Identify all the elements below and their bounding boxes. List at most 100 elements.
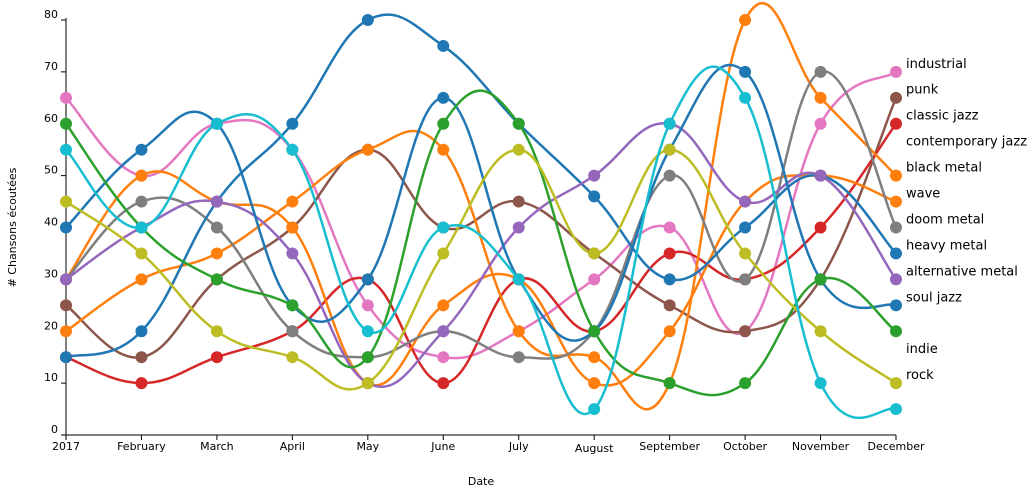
data-point xyxy=(210,273,223,286)
data-point xyxy=(437,91,450,104)
data-point xyxy=(739,65,752,78)
data-point xyxy=(210,325,223,338)
data-point xyxy=(890,325,902,338)
data-point xyxy=(512,143,525,156)
data-point xyxy=(814,117,827,130)
data-point xyxy=(135,221,148,234)
legend-label: heavy metal xyxy=(906,238,987,253)
data-point xyxy=(361,143,374,156)
series-line xyxy=(65,1,897,411)
x-tick-label: February xyxy=(117,440,166,453)
data-point xyxy=(663,117,676,130)
legend-label: alternative metal xyxy=(906,264,1018,279)
data-points xyxy=(60,14,902,416)
y-tick-label: 70 xyxy=(44,60,58,73)
data-point xyxy=(512,351,525,364)
data-point xyxy=(210,351,223,364)
data-point xyxy=(588,351,601,364)
x-tick-label: July xyxy=(508,440,529,453)
data-point xyxy=(663,377,676,390)
data-point xyxy=(814,91,827,104)
x-tick-label: June xyxy=(430,440,455,453)
data-point xyxy=(210,247,223,260)
data-point xyxy=(210,221,223,234)
data-point xyxy=(512,117,525,130)
data-point xyxy=(286,351,299,364)
y-ticks: 0 10 20 30 40 50 60 70 80 xyxy=(44,8,66,436)
y-tick-label: 60 xyxy=(44,112,58,125)
x-axis-title: Date xyxy=(468,475,495,488)
legend-label: punk xyxy=(906,83,939,98)
data-point xyxy=(286,221,299,234)
y-axis-title: # Chansons écoutées xyxy=(6,167,19,287)
data-point xyxy=(890,403,902,416)
data-point xyxy=(739,14,752,26)
y-tick-label: 30 xyxy=(44,267,58,280)
data-point xyxy=(60,117,72,130)
data-point xyxy=(135,195,148,208)
x-tick-label: 2017 xyxy=(52,440,80,453)
data-point xyxy=(437,351,450,364)
legend-label: classic jazz xyxy=(906,108,979,123)
data-point xyxy=(361,14,374,26)
x-tick-label: October xyxy=(723,440,767,453)
data-point xyxy=(286,143,299,156)
data-point xyxy=(890,169,902,182)
data-point xyxy=(286,247,299,260)
data-point xyxy=(135,247,148,260)
data-point xyxy=(60,273,72,286)
data-point xyxy=(814,221,827,234)
data-point xyxy=(890,91,902,104)
data-point xyxy=(512,221,525,234)
legend-label: soul jazz xyxy=(906,290,962,305)
data-point xyxy=(663,169,676,182)
data-point xyxy=(286,325,299,338)
series-lines xyxy=(64,1,898,420)
series-line xyxy=(64,89,897,397)
data-point xyxy=(210,195,223,208)
data-point xyxy=(437,377,450,390)
legend-label: rock xyxy=(906,368,934,383)
data-point xyxy=(286,299,299,312)
data-point xyxy=(890,247,902,260)
x-tick-label: March xyxy=(200,440,234,453)
x-tick-label: August xyxy=(575,442,614,455)
data-point xyxy=(437,39,450,52)
data-point xyxy=(512,273,525,286)
data-point xyxy=(588,377,601,390)
data-point xyxy=(286,195,299,208)
data-point xyxy=(361,325,374,338)
data-point xyxy=(437,247,450,260)
data-point xyxy=(437,221,450,234)
data-point xyxy=(739,247,752,260)
legend-label: doom metal xyxy=(906,212,984,227)
data-point xyxy=(890,377,902,390)
data-point xyxy=(512,325,525,338)
data-point xyxy=(890,221,902,234)
series-line xyxy=(65,97,898,359)
data-point xyxy=(663,273,676,286)
legend: industrial punk classic jazz contemporary j… xyxy=(906,57,1027,383)
data-point xyxy=(135,351,148,364)
data-point xyxy=(361,351,374,364)
y-tick-label: 0 xyxy=(51,423,58,436)
x-tick-label: September xyxy=(639,440,700,453)
data-point xyxy=(890,273,902,286)
data-point xyxy=(512,195,525,208)
data-point xyxy=(814,169,827,182)
x-tick-label: November xyxy=(792,440,850,453)
data-point xyxy=(437,117,450,130)
data-point xyxy=(739,195,752,208)
x-tick-label: December xyxy=(867,440,925,453)
legend-label: indie xyxy=(906,342,938,357)
data-point xyxy=(361,377,374,390)
data-point xyxy=(286,117,299,130)
data-point xyxy=(739,221,752,234)
data-point xyxy=(135,169,148,182)
data-point xyxy=(588,273,601,286)
data-point xyxy=(814,273,827,286)
data-point xyxy=(210,117,223,130)
legend-label: industrial xyxy=(906,57,967,72)
data-point xyxy=(588,403,601,416)
